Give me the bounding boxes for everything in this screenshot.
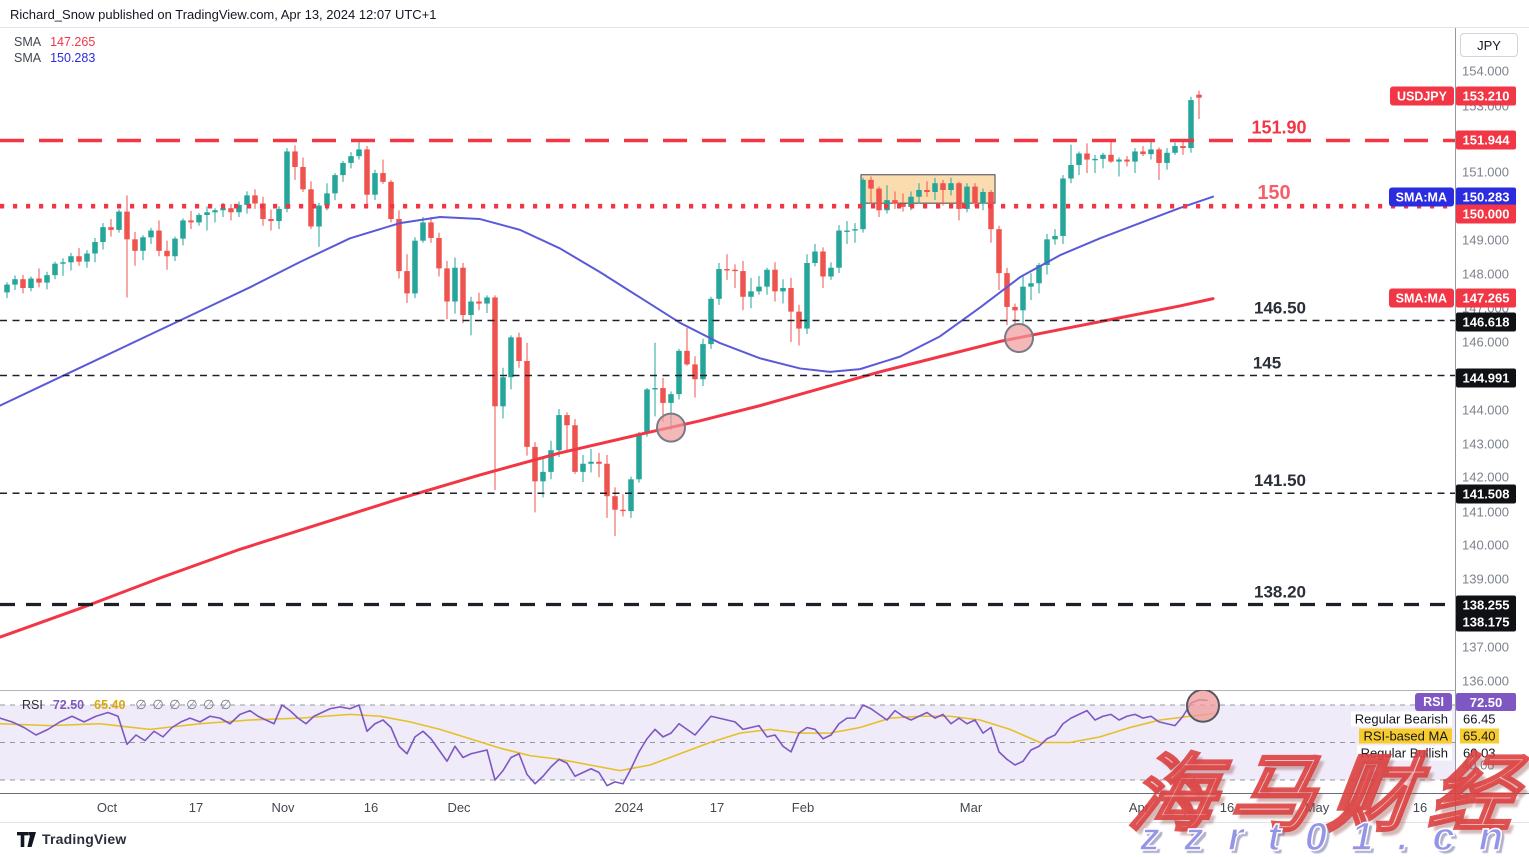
time-tick: 17 — [188, 800, 204, 815]
price-chart[interactable]: 151.90 150 146.50 145 141.50 138.20 — [0, 28, 1455, 690]
rsi-row-label: Regular Bearish — [1350, 711, 1452, 727]
price-badge: 150.000 — [1456, 204, 1516, 224]
level-label-146.50: 146.50 — [1254, 299, 1306, 318]
time-tick: Dec — [447, 800, 471, 815]
sma-label: SMA — [14, 51, 42, 65]
rsi-row-value: 66.45 — [1463, 711, 1496, 727]
time-tick: May — [1304, 800, 1330, 815]
sma-label: SMA — [14, 35, 42, 49]
price-tick: 140.000 — [1462, 537, 1509, 553]
rsi-overbought-circle — [1186, 690, 1220, 723]
sma-slow-legend-row[interactable]: SMA 150.283 — [14, 50, 95, 66]
candles — [4, 90, 1202, 537]
rsi-pane[interactable] — [0, 690, 1455, 793]
time-tick: 2024 — [614, 800, 644, 815]
price-badge: 147.265 — [1456, 288, 1516, 308]
axis-chip-SMA:MA: SMA:MA — [1388, 187, 1454, 207]
rsi-band — [0, 705, 1455, 780]
pane-divider — [0, 690, 1455, 691]
price-tick: 142.000 — [1462, 469, 1509, 485]
rsi-value: 72.50 — [52, 698, 85, 712]
time-tick: 17 — [709, 800, 725, 815]
price-badge: 153.210 — [1456, 86, 1516, 106]
currency-toggle-button[interactable]: JPY — [1460, 33, 1518, 57]
sma-touch-circle — [1004, 323, 1034, 354]
level-label-150: 150 — [1257, 182, 1290, 204]
time-tick: Oct — [96, 800, 118, 815]
price-tick: 151.000 — [1462, 164, 1509, 180]
rsi-ma-value: 65.40 — [94, 698, 126, 712]
level-label-145: 145 — [1253, 354, 1281, 373]
header-divider — [0, 27, 1529, 28]
price-tick: 154.000 — [1462, 63, 1509, 79]
price-tick: 149.000 — [1462, 232, 1509, 248]
tradingview-logo-icon — [17, 831, 36, 847]
rsi-axis-value: 72.50 — [1456, 693, 1516, 711]
time-tick: 16 — [1412, 800, 1428, 815]
rsi-label: RSI — [22, 698, 43, 712]
rsi-hidden-band-values: ∅ ∅ ∅ ∅ ∅ ∅ — [135, 697, 233, 712]
price-tick: 137.000 — [1462, 639, 1509, 655]
price-badge: 144.991 — [1456, 368, 1516, 388]
time-tick: Apr — [1128, 800, 1150, 815]
footer-divider — [0, 822, 1529, 823]
rsi-row-value: 65.40 — [1460, 728, 1499, 744]
sma-touch-circle — [656, 412, 686, 443]
watermark-url: zzrt01.cn — [1139, 815, 1527, 857]
rsi-row-label: RSI-based MA — [1359, 728, 1452, 744]
rsi-tick: 40.00 — [1462, 757, 1495, 773]
price-badge: 138.175 — [1456, 612, 1516, 632]
axis-chip-SMA:MA: SMA:MA — [1388, 288, 1454, 308]
price-tick: 139.000 — [1462, 571, 1509, 587]
sma-fast-value: 147.265 — [50, 35, 96, 49]
time-tick: 16 — [1219, 800, 1235, 815]
rsi-row-value: 60.03 — [1463, 745, 1496, 761]
time-tick: Mar — [959, 800, 983, 815]
rsi-axis-chip: RSI — [1415, 693, 1452, 711]
price-tick: 141.000 — [1462, 504, 1509, 520]
time-tick: Nov — [271, 800, 295, 815]
price-tick: 146.000 — [1462, 334, 1509, 350]
time-axis-border — [0, 793, 1529, 794]
time-tick: Feb — [791, 800, 815, 815]
level-label-138.20: 138.20 — [1254, 583, 1306, 602]
sma-fast-legend-row[interactable]: SMA 147.265 — [14, 34, 95, 50]
tradingview-brand-text: TradingView — [42, 831, 127, 847]
level-label-151.90: 151.90 — [1251, 117, 1306, 137]
price-scale-border — [1455, 28, 1456, 822]
price-tick: 136.000 — [1462, 673, 1509, 689]
price-tick: 144.000 — [1462, 402, 1509, 418]
price-tick: 148.000 — [1462, 266, 1509, 282]
rsi-legend[interactable]: RSI 72.50 65.40 ∅ ∅ ∅ ∅ ∅ ∅ — [22, 697, 232, 713]
price-badge: 146.618 — [1456, 312, 1516, 332]
sma-slow-value: 150.283 — [50, 51, 96, 65]
rsi-row-label: Regular Bullish — [1356, 745, 1452, 761]
price-badge: 150.283 — [1456, 187, 1516, 207]
level-label-141.50: 141.50 — [1254, 471, 1306, 490]
time-tick: 16 — [363, 800, 379, 815]
price-badge: 141.508 — [1456, 484, 1516, 504]
price-badge: 138.255 — [1456, 595, 1516, 615]
axis-chip-USDJPY: USDJPY — [1389, 86, 1454, 106]
indicator-legend[interactable]: SMA 147.265 SMA 150.283 — [14, 34, 95, 66]
price-tick: 143.000 — [1462, 436, 1509, 452]
publish-header: Richard_Snow published on TradingView.co… — [10, 7, 437, 22]
price-badge: 151.944 — [1456, 130, 1516, 150]
tradingview-attribution[interactable]: TradingView — [17, 831, 126, 847]
